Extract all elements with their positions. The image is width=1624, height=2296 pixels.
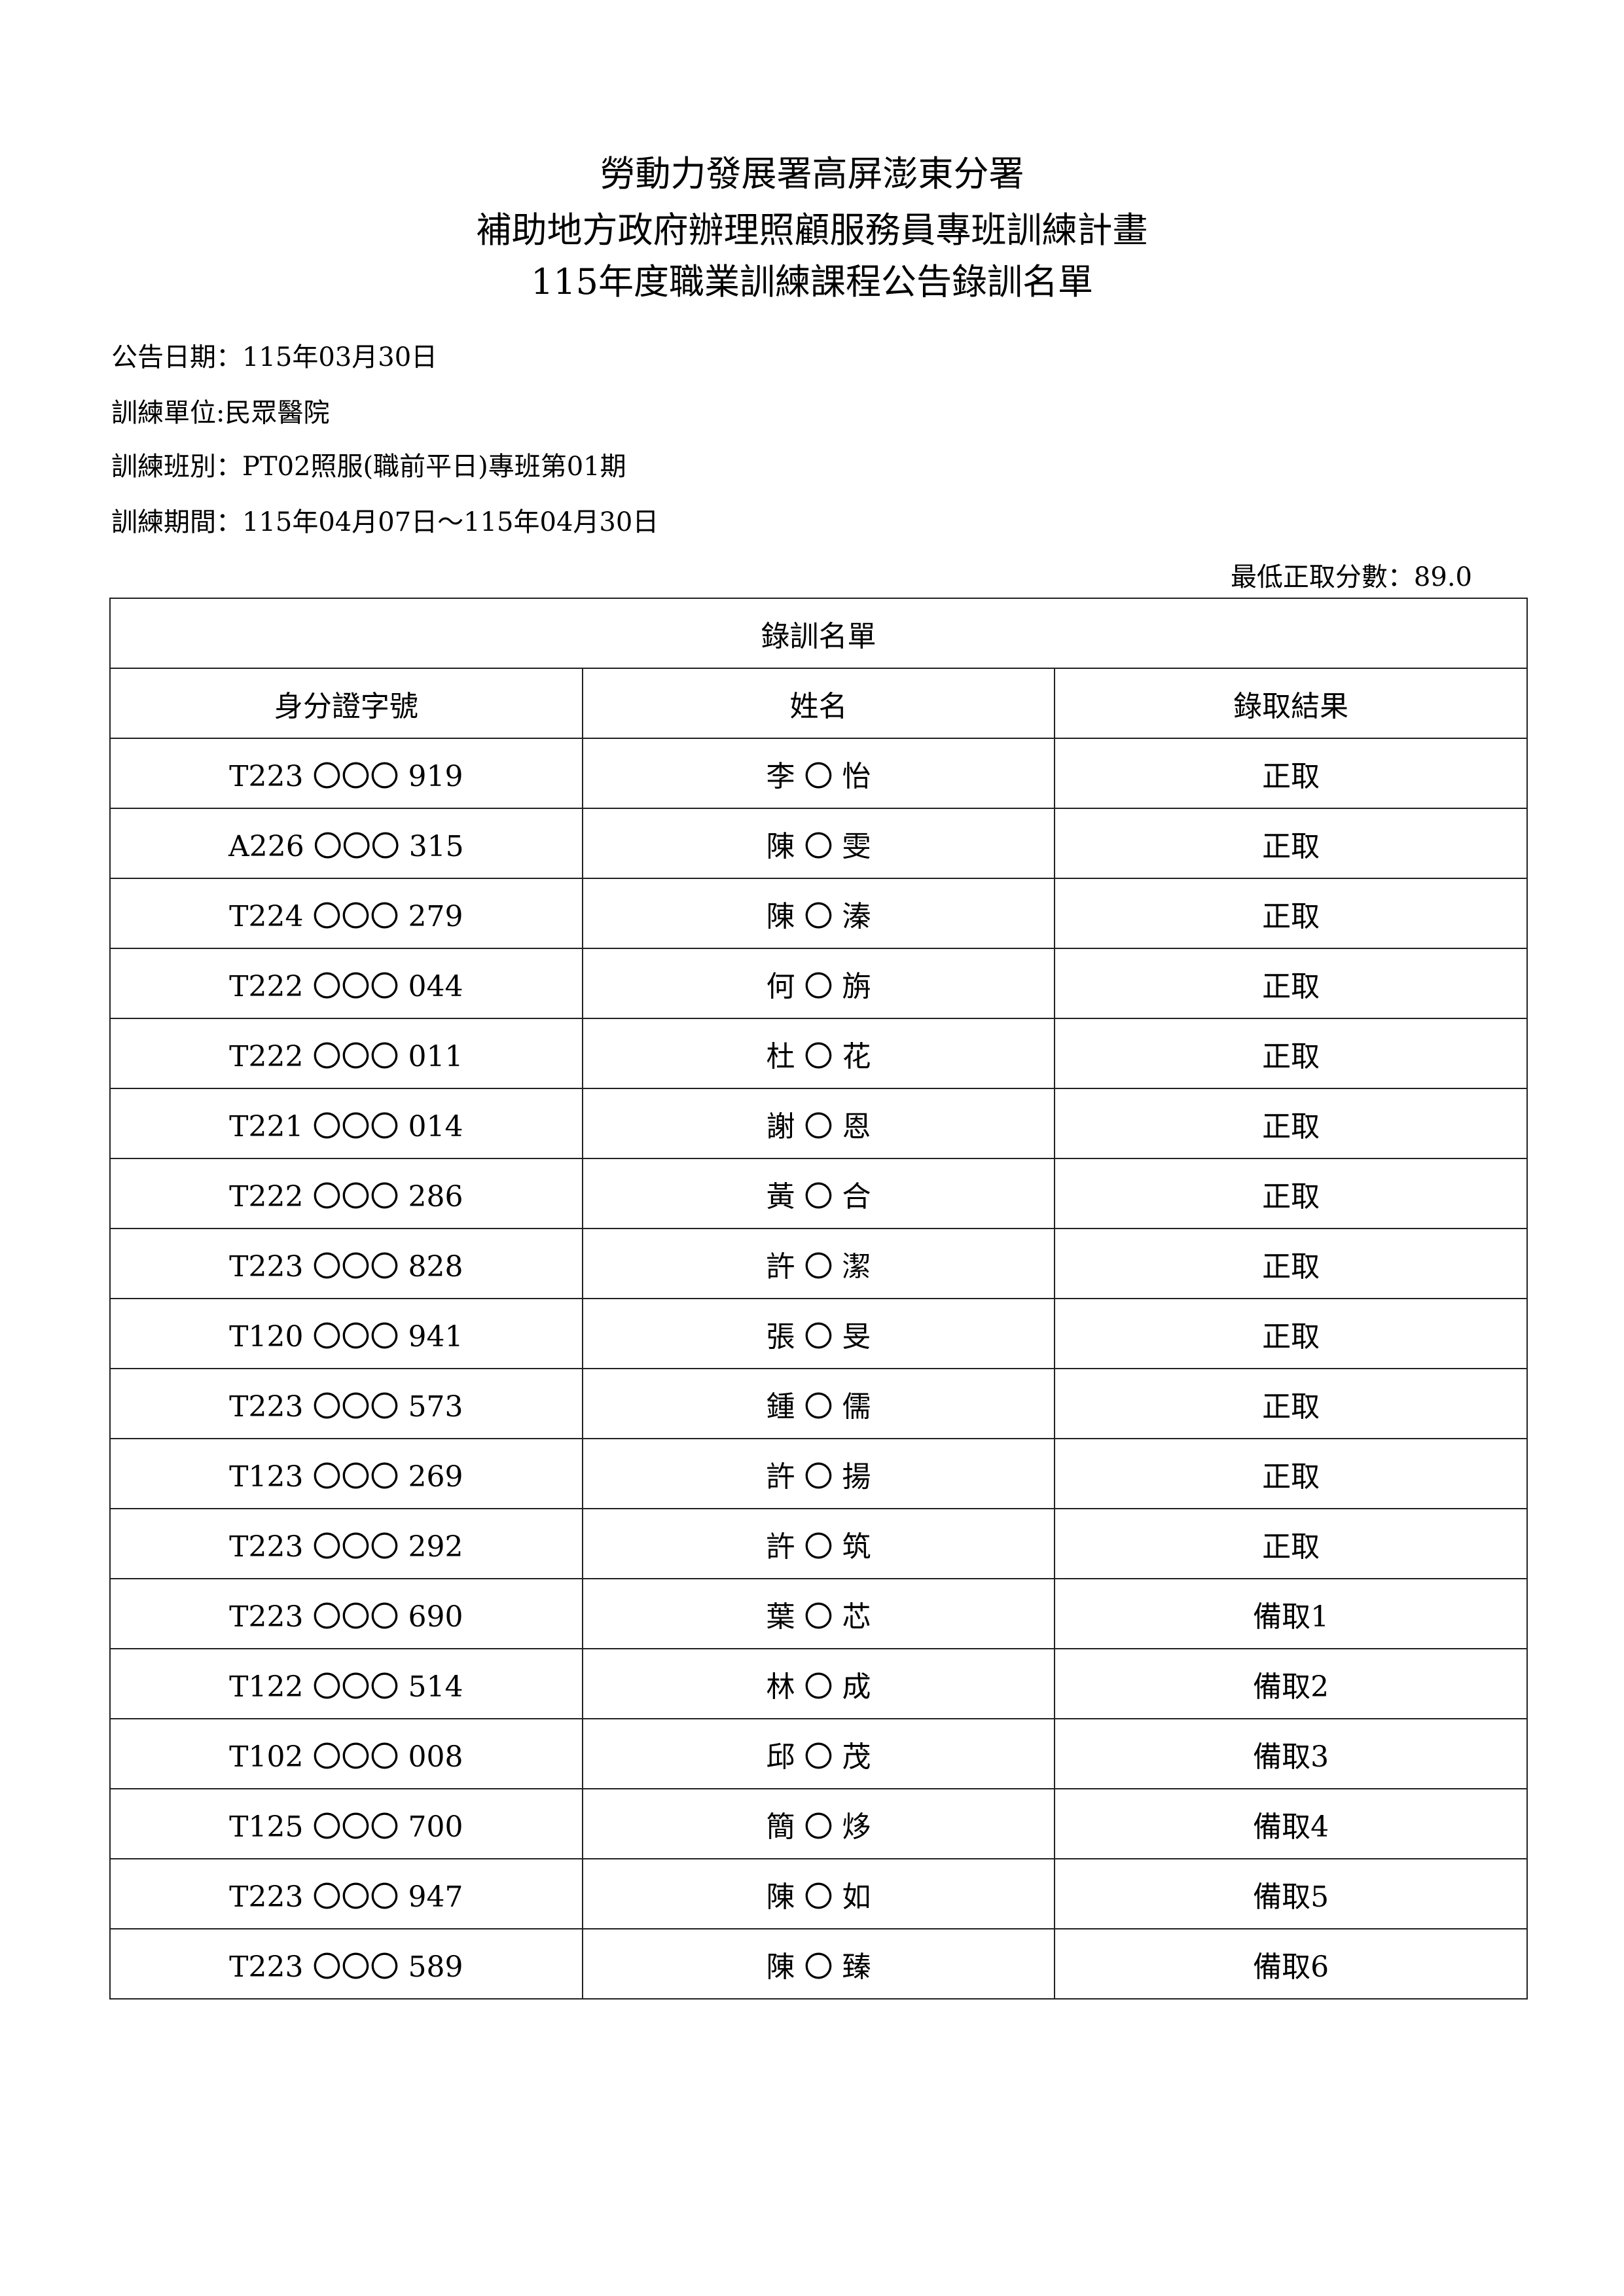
id-cell: T102 〇〇〇 008: [109, 1718, 583, 1789]
id-cell: T123 〇〇〇 269: [109, 1438, 583, 1509]
id-cell: T223 〇〇〇 919: [109, 738, 583, 809]
result-cell: 正取: [1054, 1368, 1528, 1439]
id-cell: T223 〇〇〇 690: [109, 1578, 583, 1649]
result-cell: 備取5: [1054, 1858, 1528, 1929]
result-cell: 備取3: [1054, 1718, 1528, 1789]
name-cell: 葉 〇 芯: [581, 1578, 1056, 1649]
result-cell: 正取: [1054, 1018, 1528, 1089]
table-row: T223 〇〇〇 573 鍾 〇 儒正取: [109, 1368, 1528, 1439]
column-header-name: 姓名: [581, 668, 1056, 739]
name-cell: 謝 〇 恩: [581, 1088, 1056, 1159]
id-cell: A226 〇〇〇 315: [109, 808, 583, 879]
result-cell: 正取: [1054, 1088, 1528, 1159]
table-row: T223 〇〇〇 589 陳 〇 臻備取6: [109, 1928, 1528, 2000]
name-cell: 鍾 〇 儒: [581, 1368, 1056, 1439]
announce-date: 公告日期：115年03月30日: [111, 342, 438, 372]
name-cell: 黃 〇 合: [581, 1158, 1056, 1229]
result-cell: 正取: [1054, 1158, 1528, 1229]
table-row: T223 〇〇〇 828 許 〇 潔正取: [109, 1228, 1528, 1299]
id-cell: T224 〇〇〇 279: [109, 878, 583, 949]
result-cell: 備取6: [1054, 1928, 1528, 2000]
name-cell: 林 〇 成: [581, 1648, 1056, 1719]
training-unit: 訓練單位:民眾醫院: [111, 398, 330, 428]
table-row: T125 〇〇〇 700 簡 〇 㶴備取4: [109, 1788, 1528, 1859]
name-cell: 李 〇 怡: [581, 738, 1056, 809]
training-class: 訓練班別：PT02照服(職前平日)專班第01期: [111, 452, 626, 482]
result-cell: 正取: [1054, 1228, 1528, 1299]
training-period: 訓練期間：115年04月07日～115年04月30日: [111, 507, 659, 537]
title-program: 補助地方政府辦理照顧服務員專班訓練計畫: [476, 209, 1148, 251]
table-row: T221 〇〇〇 014 謝 〇 恩正取: [109, 1088, 1528, 1159]
min-score: 最低正取分數：89.0: [1230, 562, 1472, 592]
id-cell: T223 〇〇〇 573: [109, 1368, 583, 1439]
table-row: T223 〇〇〇 919 李 〇 怡正取: [109, 738, 1528, 809]
table-row: T122 〇〇〇 514 林 〇 成備取2: [109, 1648, 1528, 1719]
result-cell: 備取4: [1054, 1788, 1528, 1859]
name-cell: 許 〇 筑: [581, 1508, 1056, 1579]
result-cell: 正取: [1054, 948, 1528, 1019]
column-header-result: 錄取結果: [1054, 668, 1528, 739]
admission-table: 錄訓名單 身分證字號 姓名 錄取結果 T223 〇〇〇 919 李 〇 怡正取 A2…: [109, 598, 1528, 2000]
table-row: T123 〇〇〇 269 許 〇 揚正取: [109, 1438, 1528, 1509]
name-cell: 陳 〇 臻: [581, 1928, 1056, 2000]
name-cell: 許 〇 潔: [581, 1228, 1056, 1299]
id-cell: T221 〇〇〇 014: [109, 1088, 583, 1159]
result-cell: 正取: [1054, 1298, 1528, 1369]
name-cell: 許 〇 揚: [581, 1438, 1056, 1509]
id-cell: T223 〇〇〇 589: [109, 1928, 583, 2000]
id-cell: T125 〇〇〇 700: [109, 1788, 583, 1859]
title-agency: 勞動力發展署高屏澎東分署: [600, 153, 1024, 194]
name-cell: 何 〇 旃: [581, 948, 1056, 1019]
title-list: 115年度職業訓練課程公告錄訓名單: [530, 261, 1094, 302]
table-row: T120 〇〇〇 941 張 〇 旻正取: [109, 1298, 1528, 1369]
result-cell: 正取: [1054, 1508, 1528, 1579]
name-cell: 邱 〇 茂: [581, 1718, 1056, 1789]
table-row: A226 〇〇〇 315 陳 〇 雯正取: [109, 808, 1528, 879]
id-cell: T223 〇〇〇 828: [109, 1228, 583, 1299]
name-cell: 張 〇 旻: [581, 1298, 1056, 1369]
table-caption: 錄訓名單: [109, 598, 1528, 669]
id-cell: T122 〇〇〇 514: [109, 1648, 583, 1719]
result-cell: 正取: [1054, 808, 1528, 879]
table-row: T223 〇〇〇 947 陳 〇 如備取5: [109, 1858, 1528, 1929]
name-cell: 陳 〇 溱: [581, 878, 1056, 949]
result-cell: 備取1: [1054, 1578, 1528, 1649]
id-cell: T223 〇〇〇 292: [109, 1508, 583, 1579]
id-cell: T222 〇〇〇 286: [109, 1158, 583, 1229]
result-cell: 正取: [1054, 1438, 1528, 1509]
name-cell: 陳 〇 雯: [581, 808, 1056, 879]
table-row: T222 〇〇〇 286 黃 〇 合正取: [109, 1158, 1528, 1229]
id-cell: T120 〇〇〇 941: [109, 1298, 583, 1369]
result-cell: 備取2: [1054, 1648, 1528, 1719]
name-cell: 杜 〇 花: [581, 1018, 1056, 1089]
table-row: T222 〇〇〇 011 杜 〇 花正取: [109, 1018, 1528, 1089]
id-cell: T222 〇〇〇 044: [109, 948, 583, 1019]
table-row: T222 〇〇〇 044 何 〇 旃正取: [109, 948, 1528, 1019]
table-row: T223 〇〇〇 690 葉 〇 芯備取1: [109, 1578, 1528, 1649]
id-cell: T223 〇〇〇 947: [109, 1858, 583, 1929]
table-row: T102 〇〇〇 008 邱 〇 茂備取3: [109, 1718, 1528, 1789]
result-cell: 正取: [1054, 738, 1528, 809]
table-row: T223 〇〇〇 292 許 〇 筑正取: [109, 1508, 1528, 1579]
name-cell: 簡 〇 㶴: [581, 1788, 1056, 1859]
table-row: T224 〇〇〇 279 陳 〇 溱正取: [109, 878, 1528, 949]
column-header-id: 身分證字號: [109, 668, 583, 739]
result-cell: 正取: [1054, 878, 1528, 949]
id-cell: T222 〇〇〇 011: [109, 1018, 583, 1089]
name-cell: 陳 〇 如: [581, 1858, 1056, 1929]
